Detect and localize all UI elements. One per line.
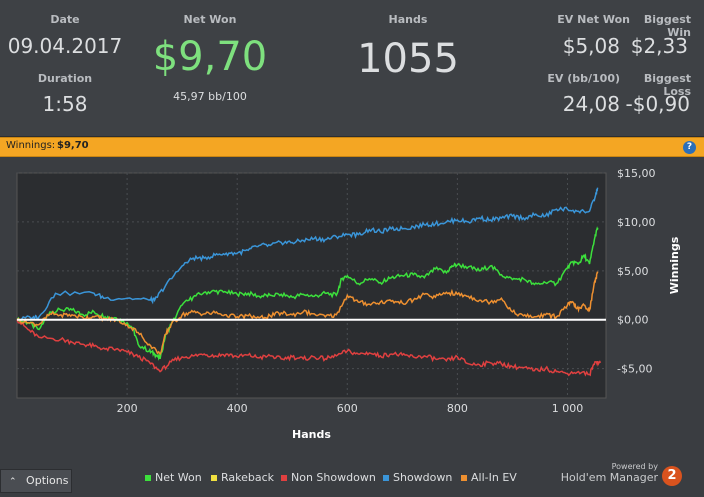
stats-panel: Date 09.04.2017 Duration 1:58 Net Won $9…	[0, 0, 704, 137]
legend-label: Non Showdown	[291, 471, 376, 484]
netwon-bb100: 45,97 bb/100	[173, 90, 247, 103]
series-line-non-showdown	[16, 319, 602, 377]
hands-label: Hands	[388, 13, 428, 26]
y-tick-label: $10,00	[617, 216, 656, 229]
y-axis-label: Winnings	[668, 236, 681, 294]
date-value: 09.04.2017	[7, 34, 123, 58]
plot-area	[16, 172, 607, 399]
y-tick-label: $5,00	[617, 265, 649, 278]
x-tick-label: 400	[227, 402, 248, 415]
x-tick-label: 1 000	[552, 402, 584, 415]
netwon-value: $9,70	[152, 34, 268, 80]
brand-badge-icon: 2	[662, 466, 682, 486]
options-button[interactable]: ⌃ Options	[0, 469, 72, 493]
y-tick-label: $0,00	[617, 314, 649, 327]
legend-net-won[interactable]: Net Won	[145, 471, 202, 484]
hands-value: 1055	[357, 36, 459, 82]
x-tick-label: 200	[117, 402, 138, 415]
chevron-up-icon: ⌃	[9, 477, 17, 487]
legend-label: Rakeback	[221, 471, 275, 484]
legend-swatch-icon	[211, 475, 217, 481]
series-line-all-in-ev	[16, 271, 599, 356]
y-tick-label: -$5,00	[617, 363, 652, 376]
ev-net-won-label: EV Net Won	[557, 13, 630, 26]
x-tick-label: 600	[337, 402, 358, 415]
legend-all-in-ev[interactable]: All-In EV	[461, 471, 517, 484]
ev-bb100-label: EV (bb/100)	[547, 72, 620, 85]
biggest-win-value: $2,33	[630, 34, 688, 58]
legend-showdown[interactable]: Showdown	[383, 471, 452, 484]
legend-label: Net Won	[155, 471, 202, 484]
biggest-loss-label: Biggest Loss	[643, 72, 691, 98]
legend-label: Showdown	[393, 471, 453, 484]
biggest-loss-value: -$0,90	[625, 92, 690, 116]
legend-swatch-icon	[383, 475, 389, 481]
duration-label: Duration	[37, 72, 93, 85]
legend-rakeback[interactable]: Rakeback	[211, 471, 274, 484]
brand-logo: Powered by Hold'em Manager 2	[560, 462, 682, 486]
winnings-value: $9,70	[57, 140, 89, 151]
x-tick-label: 800	[447, 402, 468, 415]
options-label: Options	[26, 474, 69, 487]
x-axis-label: Hands	[292, 428, 331, 441]
legend-swatch-icon	[461, 475, 467, 481]
ev-net-won-value: $5,08	[562, 34, 620, 58]
date-label: Date	[50, 13, 80, 26]
bottom-bar: ⌃ Options Net Won Rakeback Non Showdown …	[0, 462, 704, 497]
biggest-win-label: Biggest Win	[643, 13, 691, 39]
winnings-bar: Winnings: $9,70 ?	[0, 137, 704, 157]
legend-non-showdown[interactable]: Non Showdown	[281, 471, 376, 484]
series-line-net-won	[16, 226, 599, 361]
ev-bb100-value: 24,08	[562, 92, 620, 116]
brand-name: Hold'em Manager	[560, 471, 658, 484]
legend-label: All-In EV	[471, 471, 517, 484]
winnings-chart: $15,00 $10,00 $5,00 $0,00 -$5,00 200 400 600 800…	[16, 167, 681, 441]
duration-value: 1:58	[42, 92, 88, 116]
legend-swatch-icon	[145, 475, 151, 481]
series-line-showdown	[17, 187, 599, 321]
winnings-label: Winnings:	[6, 140, 56, 151]
legend-swatch-icon	[281, 475, 287, 481]
chart-area: $15,00 $10,00 $5,00 $0,00 -$5,00 200 400 600 800…	[0, 157, 704, 497]
y-tick-label: $15,00	[617, 167, 656, 180]
netwon-label: Net Won	[183, 13, 237, 26]
powered-by-text: Powered by	[611, 462, 658, 471]
help-icon[interactable]: ?	[683, 141, 696, 154]
